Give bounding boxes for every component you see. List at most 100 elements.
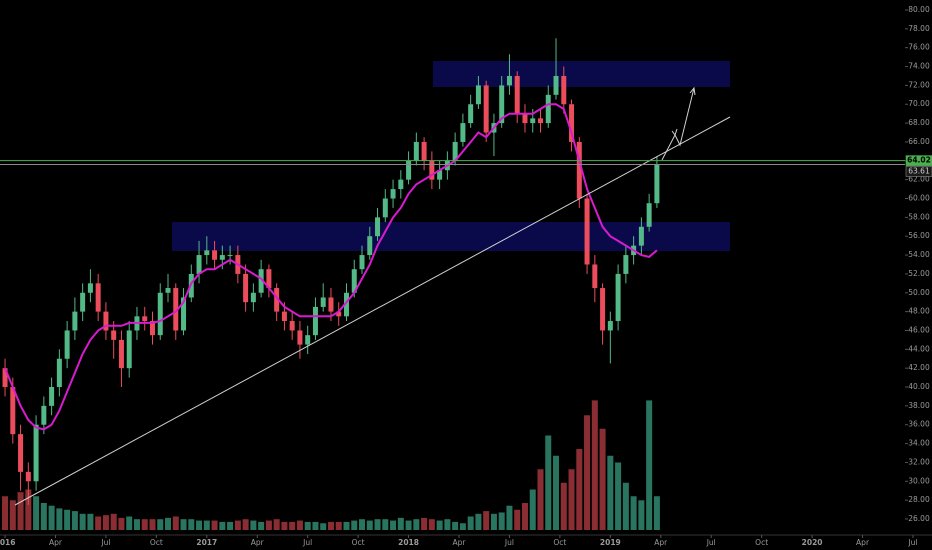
candle-body xyxy=(64,330,70,359)
candle-body xyxy=(87,283,93,293)
volume-bar xyxy=(320,523,327,530)
candle-body xyxy=(95,283,101,312)
volume-bar xyxy=(196,520,203,530)
volume-bar xyxy=(584,415,591,530)
y-tick-label: 48.00 xyxy=(908,307,930,316)
volume-bar xyxy=(312,521,319,530)
candle-body xyxy=(250,292,256,303)
candle-body xyxy=(289,321,295,331)
volume-bar xyxy=(421,517,428,530)
volume-bar xyxy=(351,520,358,530)
candle-body xyxy=(80,292,86,312)
volume-bar xyxy=(102,515,109,530)
candle-body xyxy=(569,104,575,142)
candle-body xyxy=(25,471,31,482)
volume-bar xyxy=(560,482,567,530)
price-axis-bg xyxy=(905,0,932,535)
volume-bar xyxy=(444,519,451,530)
candle-body xyxy=(274,288,280,312)
y-tick-label: 36.00 xyxy=(908,420,930,429)
volume-bar xyxy=(553,455,560,530)
candle-body xyxy=(398,179,404,190)
candle-body xyxy=(615,273,621,322)
candle-body xyxy=(181,297,187,331)
volume-bar xyxy=(390,520,397,530)
candle-body xyxy=(654,164,660,204)
price-tag-label: 63.61 xyxy=(908,166,930,175)
y-tick-label: 80.00 xyxy=(908,5,930,14)
candle-body xyxy=(204,250,210,256)
candle-body xyxy=(328,297,334,312)
volume-bar xyxy=(405,520,412,530)
candle-body xyxy=(553,75,559,95)
volume-bar xyxy=(79,513,86,530)
candle-body xyxy=(545,94,551,124)
volume-bar xyxy=(95,516,102,530)
candle-body xyxy=(351,269,357,293)
candle-body xyxy=(506,75,512,86)
x-tick-label: Jul xyxy=(302,538,312,547)
candle-body xyxy=(266,269,272,289)
volume-bar xyxy=(514,509,521,530)
volume-bar xyxy=(157,519,164,530)
volume-bar xyxy=(498,512,505,530)
volume-bar xyxy=(71,511,78,530)
candle-body xyxy=(514,75,520,114)
candle-body xyxy=(243,273,249,303)
candle-body xyxy=(483,85,489,133)
y-tick-label: 70.00 xyxy=(908,99,930,108)
volume-bar xyxy=(413,519,420,530)
x-tick-label: Oct xyxy=(755,538,768,547)
candle-body xyxy=(452,141,458,161)
candle-body xyxy=(111,330,117,340)
candle-body xyxy=(537,118,543,124)
candle-body xyxy=(281,311,287,322)
x-tick-label: Jul xyxy=(706,538,716,547)
x-tick-label: Apr xyxy=(856,538,870,547)
candle-body xyxy=(600,288,606,331)
volume-bar xyxy=(258,521,265,530)
volume-bar xyxy=(382,519,389,530)
x-tick-label: Oct xyxy=(553,538,566,547)
candle-body xyxy=(437,170,443,180)
y-tick-label: 30.00 xyxy=(908,476,930,485)
y-tick-label: 74.00 xyxy=(908,62,930,71)
volume-bar xyxy=(242,519,249,530)
candle-body xyxy=(576,141,582,199)
candle-body xyxy=(103,311,109,331)
candle-body xyxy=(475,85,481,105)
volume-bar xyxy=(56,508,63,530)
x-tick-label: Apr xyxy=(49,538,63,547)
x-tick-label: Jul xyxy=(100,538,110,547)
volume-bar xyxy=(327,521,334,530)
projection-arrow xyxy=(661,87,695,161)
candle-body xyxy=(468,104,474,124)
volume-bar xyxy=(281,521,288,530)
volume-bar xyxy=(343,521,350,530)
candle-body xyxy=(375,217,381,237)
volume-bar xyxy=(118,517,125,530)
volume-pane xyxy=(2,400,660,530)
x-tick-label: Jul xyxy=(504,538,514,547)
candle-body xyxy=(118,339,124,369)
resistance-zone xyxy=(433,61,730,87)
trend-line xyxy=(14,116,731,506)
x-tick-label: Apr xyxy=(654,538,668,547)
y-tick-label: 42.00 xyxy=(908,363,930,372)
candle-body xyxy=(305,335,311,345)
volume-bar xyxy=(638,500,645,530)
x-tick-label: 2019 xyxy=(600,538,621,547)
y-tick-label: 46.00 xyxy=(908,325,930,334)
volume-bar xyxy=(227,521,234,530)
volume-bar xyxy=(48,505,55,530)
volume-bar xyxy=(599,428,606,530)
y-tick-label: 54.00 xyxy=(908,250,930,259)
volume-bar xyxy=(234,520,241,530)
y-tick-label: 40.00 xyxy=(908,382,930,391)
arrow-head xyxy=(689,86,696,96)
candle-body xyxy=(49,387,55,406)
y-tick-label: 68.00 xyxy=(908,118,930,127)
volume-bar xyxy=(397,517,404,530)
volume-bar xyxy=(9,500,16,530)
volume-bar xyxy=(622,482,629,530)
